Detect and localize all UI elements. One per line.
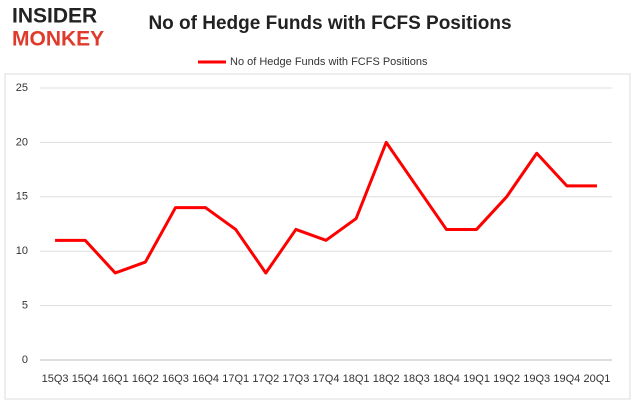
x-tick-label: 17Q1	[222, 373, 249, 385]
x-tick-label: 19Q2	[493, 373, 520, 385]
y-tick-label: 0	[22, 354, 28, 366]
x-tick-label: 18Q2	[373, 373, 400, 385]
x-tick-label: 20Q1	[583, 373, 610, 385]
logo-bottom: MONKEY	[12, 28, 104, 51]
y-tick-label: 25	[16, 82, 28, 94]
y-tick-label: 20	[16, 136, 28, 148]
x-tick-label: 17Q2	[252, 373, 279, 385]
y-tick-label: 5	[22, 300, 28, 312]
x-tick-label: 16Q3	[162, 373, 189, 385]
x-tick-label: 16Q1	[102, 373, 129, 385]
legend-label: No of Hedge Funds with FCFS Positions	[230, 56, 428, 68]
y-tick-label: 15	[16, 191, 28, 203]
plot-frame	[4, 73, 631, 400]
y-tick-label: 10	[16, 245, 28, 257]
x-tick-label: 17Q3	[282, 373, 309, 385]
logo-top: INSIDER	[12, 5, 97, 28]
data-line	[55, 140, 597, 275]
x-tick-label: 18Q4	[433, 373, 460, 385]
x-tick-label: 18Q3	[403, 373, 430, 385]
x-tick-label: 15Q3	[42, 373, 69, 385]
x-tick-label: 17Q4	[313, 373, 340, 385]
x-tick-label: 19Q3	[523, 373, 550, 385]
x-tick-label: 16Q2	[132, 373, 159, 385]
x-tick-label: 16Q4	[192, 373, 219, 385]
chart-title: No of Hedge Funds with FCFS Positions	[148, 13, 511, 34]
x-tick-label: 19Q1	[463, 373, 490, 385]
x-tick-label: 15Q4	[72, 373, 99, 385]
x-tick-label: 18Q1	[343, 373, 370, 385]
x-tick-label: 19Q4	[553, 373, 580, 385]
